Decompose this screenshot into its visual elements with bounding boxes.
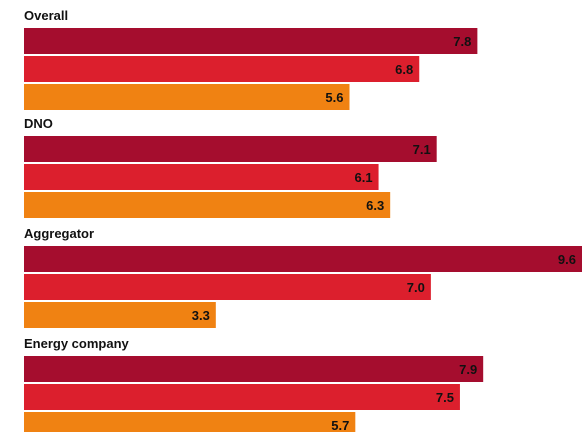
bar-energy-company-1 xyxy=(24,356,484,382)
bar-dno-2 xyxy=(24,164,379,190)
group-label-dno: DNO xyxy=(24,116,53,131)
bar-value-dno-1: 7.1 xyxy=(413,142,431,157)
bar-aggregator-2 xyxy=(24,274,431,300)
bar-dno-1 xyxy=(24,136,437,162)
bar-value-overall-1: 7.8 xyxy=(453,34,471,49)
bar-group-dno: DNO 7.1 6.1 6.3 xyxy=(24,116,437,218)
bar-group-overall: Overall 7.8 6.8 5.6 xyxy=(24,8,478,110)
bar-overall-2 xyxy=(24,56,420,82)
bar-dno-3 xyxy=(24,192,391,218)
bar-value-dno-2: 6.1 xyxy=(354,170,372,185)
bar-overall-3 xyxy=(24,84,350,110)
bar-overall-1 xyxy=(24,28,478,54)
bar-value-energy-company-2: 7.5 xyxy=(436,390,454,405)
bar-value-energy-company-1: 7.9 xyxy=(459,362,477,377)
bar-aggregator-1 xyxy=(24,246,582,272)
bar-energy-company-2 xyxy=(24,384,460,410)
group-label-overall: Overall xyxy=(24,8,68,23)
bar-group-energy-company: Energy company 7.9 7.5 5.7 xyxy=(24,336,484,432)
bar-value-overall-2: 6.8 xyxy=(395,62,413,77)
bar-value-aggregator-1: 9.6 xyxy=(558,252,576,267)
bar-value-dno-3: 6.3 xyxy=(366,198,384,213)
bar-value-energy-company-3: 5.7 xyxy=(331,418,349,432)
bar-value-overall-3: 5.6 xyxy=(325,90,343,105)
bar-group-aggregator: Aggregator 9.6 7.0 3.3 xyxy=(24,226,582,328)
bar-aggregator-3 xyxy=(24,302,216,328)
group-label-energy-company: Energy company xyxy=(24,336,130,351)
bar-value-aggregator-2: 7.0 xyxy=(407,280,425,295)
group-label-aggregator: Aggregator xyxy=(24,226,94,241)
bar-value-aggregator-3: 3.3 xyxy=(192,308,210,323)
bar-energy-company-3 xyxy=(24,412,356,432)
